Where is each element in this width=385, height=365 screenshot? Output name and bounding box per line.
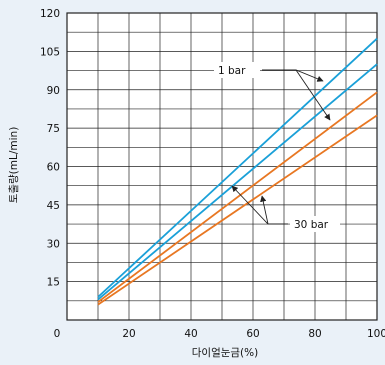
annotation-1bar-leader-bottom <box>295 69 331 121</box>
x-tick-label: 80 <box>308 328 321 340</box>
y-tick-label: 15 <box>47 277 60 289</box>
y-tick-label: 60 <box>47 162 60 174</box>
grid <box>67 13 377 320</box>
annotation-1bar: 1 bar <box>218 65 246 77</box>
x-tick-label: 0 <box>54 328 61 340</box>
x-tick-labels: 0 20 40 60 80 100 <box>54 328 385 340</box>
annotation-30bar: 30 bar <box>294 219 329 231</box>
x-tick-label: 40 <box>184 328 197 340</box>
y-tick-label: 45 <box>47 200 60 212</box>
series-group <box>97 37 378 306</box>
annotation-30bar-leader-bottom <box>260 195 269 225</box>
y-tick-label: 30 <box>47 238 60 250</box>
series-line-1 <box>97 37 378 298</box>
y-tick-label: 105 <box>40 46 60 58</box>
annotation-1bar-bg <box>214 62 260 78</box>
y-tick-label: 75 <box>47 123 60 135</box>
y-tick-label: 90 <box>47 85 60 97</box>
y-tick-labels: 15 30 45 60 75 90 105 120 <box>40 8 60 289</box>
annotations: 1 bar 30 bar <box>214 62 340 232</box>
x-tick-label: 20 <box>122 328 135 340</box>
x-tick-label: 100 <box>367 328 385 340</box>
annotation-30bar-bg <box>290 216 340 232</box>
y-tick-label: 120 <box>40 8 60 20</box>
series-line-2 <box>97 63 378 301</box>
x-tick-label: 60 <box>246 328 259 340</box>
y-axis-label: 토출량(mL/min) <box>8 127 20 204</box>
x-axis-label: 다이얼눈금(%) <box>192 347 258 359</box>
series-line-4 <box>97 114 378 306</box>
series-line-3 <box>97 91 378 303</box>
